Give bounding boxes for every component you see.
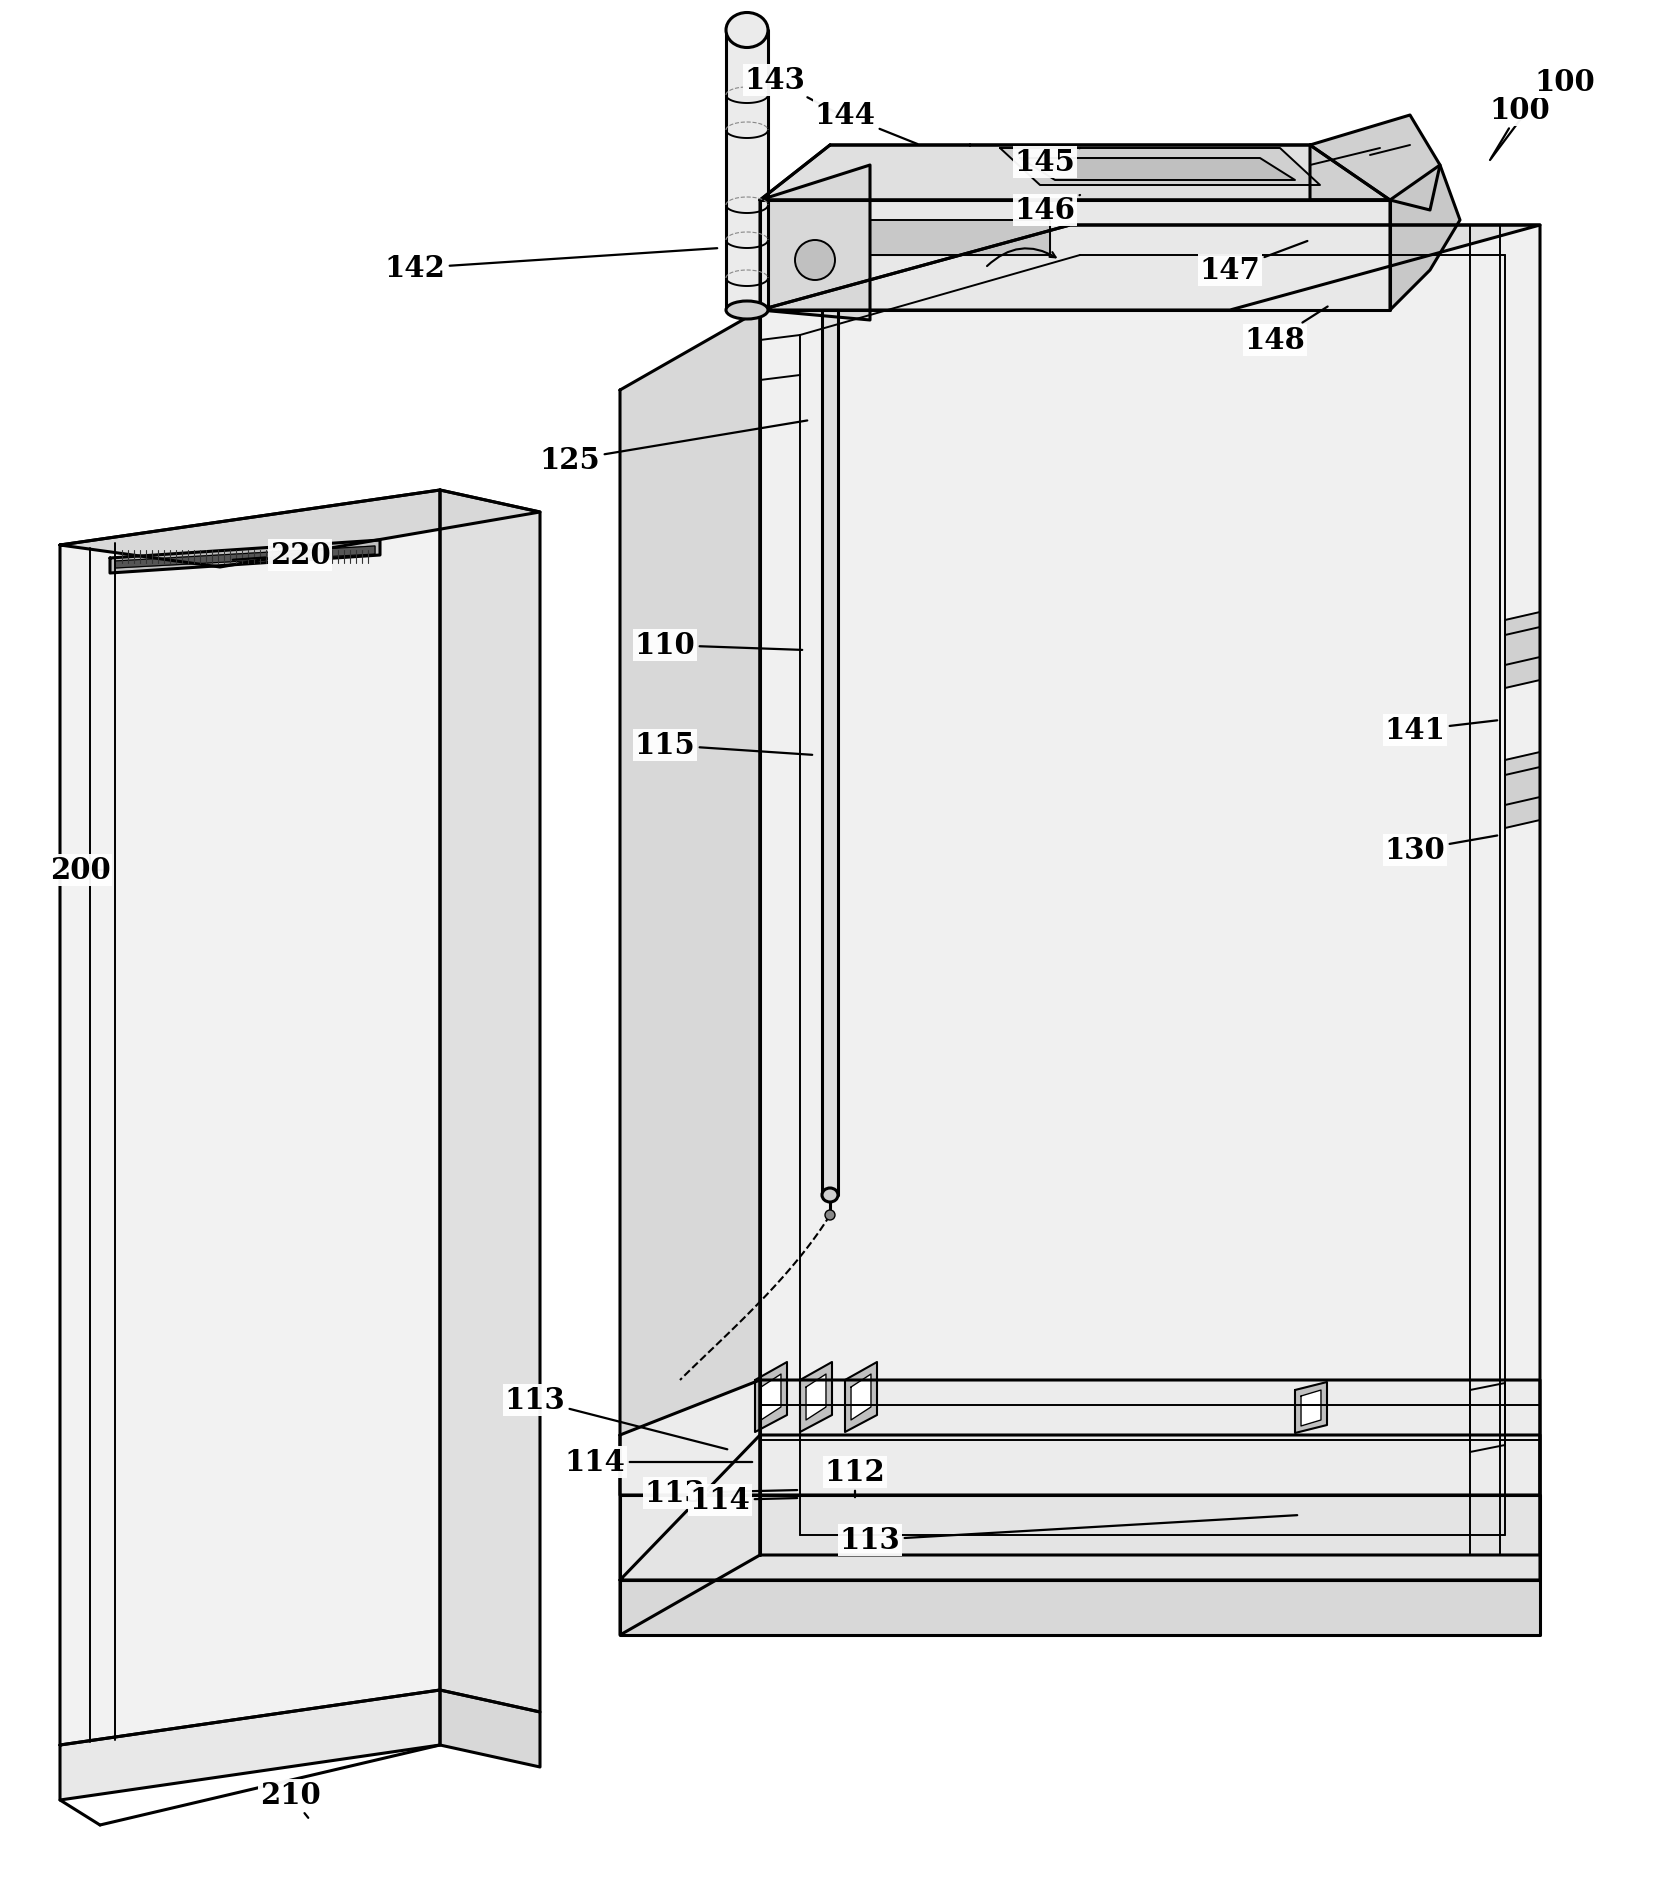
Polygon shape [760,200,1389,309]
Text: 148: 148 [1245,307,1328,355]
Text: 114: 114 [564,1447,752,1477]
Polygon shape [60,1690,440,1799]
Polygon shape [619,309,760,1635]
Text: 114: 114 [689,1486,797,1514]
Polygon shape [1295,1382,1326,1433]
Text: 200: 200 [50,856,110,885]
Ellipse shape [825,1211,835,1220]
Ellipse shape [725,302,769,319]
Polygon shape [845,1362,876,1431]
Polygon shape [440,1690,540,1767]
Polygon shape [619,1580,1540,1635]
Polygon shape [1301,1390,1321,1426]
Text: 113: 113 [840,1514,1296,1554]
Ellipse shape [725,13,769,47]
Polygon shape [822,309,838,1196]
Text: 112: 112 [825,1458,885,1497]
Polygon shape [870,221,1051,255]
Polygon shape [60,490,540,568]
Text: 143: 143 [745,66,848,119]
Text: 130: 130 [1384,835,1497,864]
Polygon shape [1506,611,1540,688]
Text: 115: 115 [634,730,812,760]
Polygon shape [760,145,1389,200]
Polygon shape [800,1362,832,1431]
Polygon shape [760,1375,780,1420]
Text: 141: 141 [1384,715,1497,745]
Polygon shape [852,1375,872,1420]
Ellipse shape [822,1188,838,1201]
Polygon shape [619,1435,1540,1580]
Polygon shape [1389,164,1461,309]
Polygon shape [1471,1382,1506,1452]
Text: 144: 144 [815,100,918,143]
Polygon shape [110,539,380,573]
Text: 142: 142 [385,249,717,283]
Polygon shape [1506,753,1540,828]
Polygon shape [755,1362,787,1431]
Text: 100: 100 [1489,96,1550,158]
Text: 146: 146 [1014,194,1081,224]
Text: 220: 220 [232,541,330,570]
Polygon shape [807,1375,827,1420]
Polygon shape [1019,158,1295,179]
Polygon shape [760,145,1389,200]
Text: 145: 145 [1014,147,1081,177]
Ellipse shape [795,240,835,279]
Text: 113: 113 [505,1386,727,1448]
Polygon shape [60,490,440,1745]
Polygon shape [619,1496,1540,1580]
Polygon shape [619,1381,1540,1496]
Polygon shape [999,147,1320,185]
Polygon shape [725,30,769,309]
Text: 113: 113 [644,1479,797,1507]
Text: 100: 100 [1534,68,1595,96]
Text: 110: 110 [634,630,802,660]
Text: 125: 125 [540,421,807,475]
Polygon shape [115,547,375,568]
Polygon shape [760,224,1540,309]
Polygon shape [440,490,540,1712]
Polygon shape [760,164,870,321]
Polygon shape [760,224,1540,1554]
Polygon shape [1310,115,1439,209]
Text: 210: 210 [259,1780,320,1818]
Text: 147: 147 [1200,241,1308,285]
